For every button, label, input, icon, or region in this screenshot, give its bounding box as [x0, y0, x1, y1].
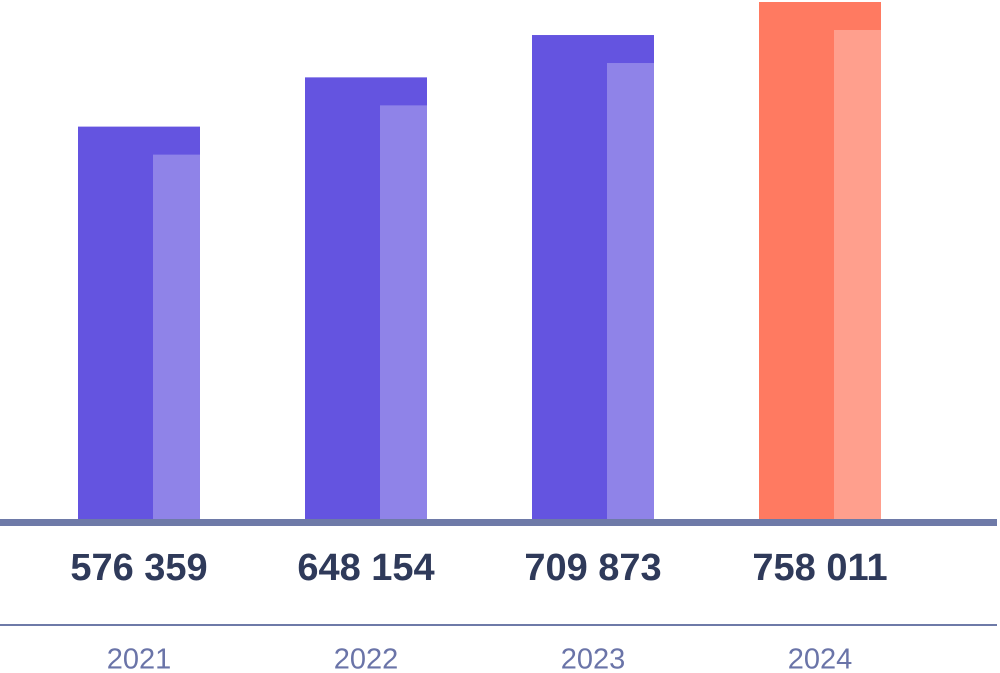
bar-shade: [153, 154, 200, 523]
x-tick-label: 2023: [561, 644, 626, 673]
bar: [78, 126, 200, 522]
bar: [759, 2, 881, 522]
bar-shade: [834, 30, 881, 522]
bar-shade: [607, 63, 654, 522]
x-tick-label: 2021: [107, 644, 172, 673]
bar: [305, 77, 427, 522]
x-tick-label: 2022: [334, 644, 399, 673]
value-label: 709 873: [524, 547, 661, 589]
separator-line: [0, 624, 997, 626]
x-tick-label: 2024: [788, 644, 853, 673]
bar: [532, 35, 654, 522]
value-label: 758 011: [752, 547, 887, 589]
value-label: 576 359: [70, 547, 207, 589]
baseline: [0, 519, 997, 526]
bar-shade: [380, 105, 427, 522]
value-label: 648 154: [297, 547, 434, 589]
